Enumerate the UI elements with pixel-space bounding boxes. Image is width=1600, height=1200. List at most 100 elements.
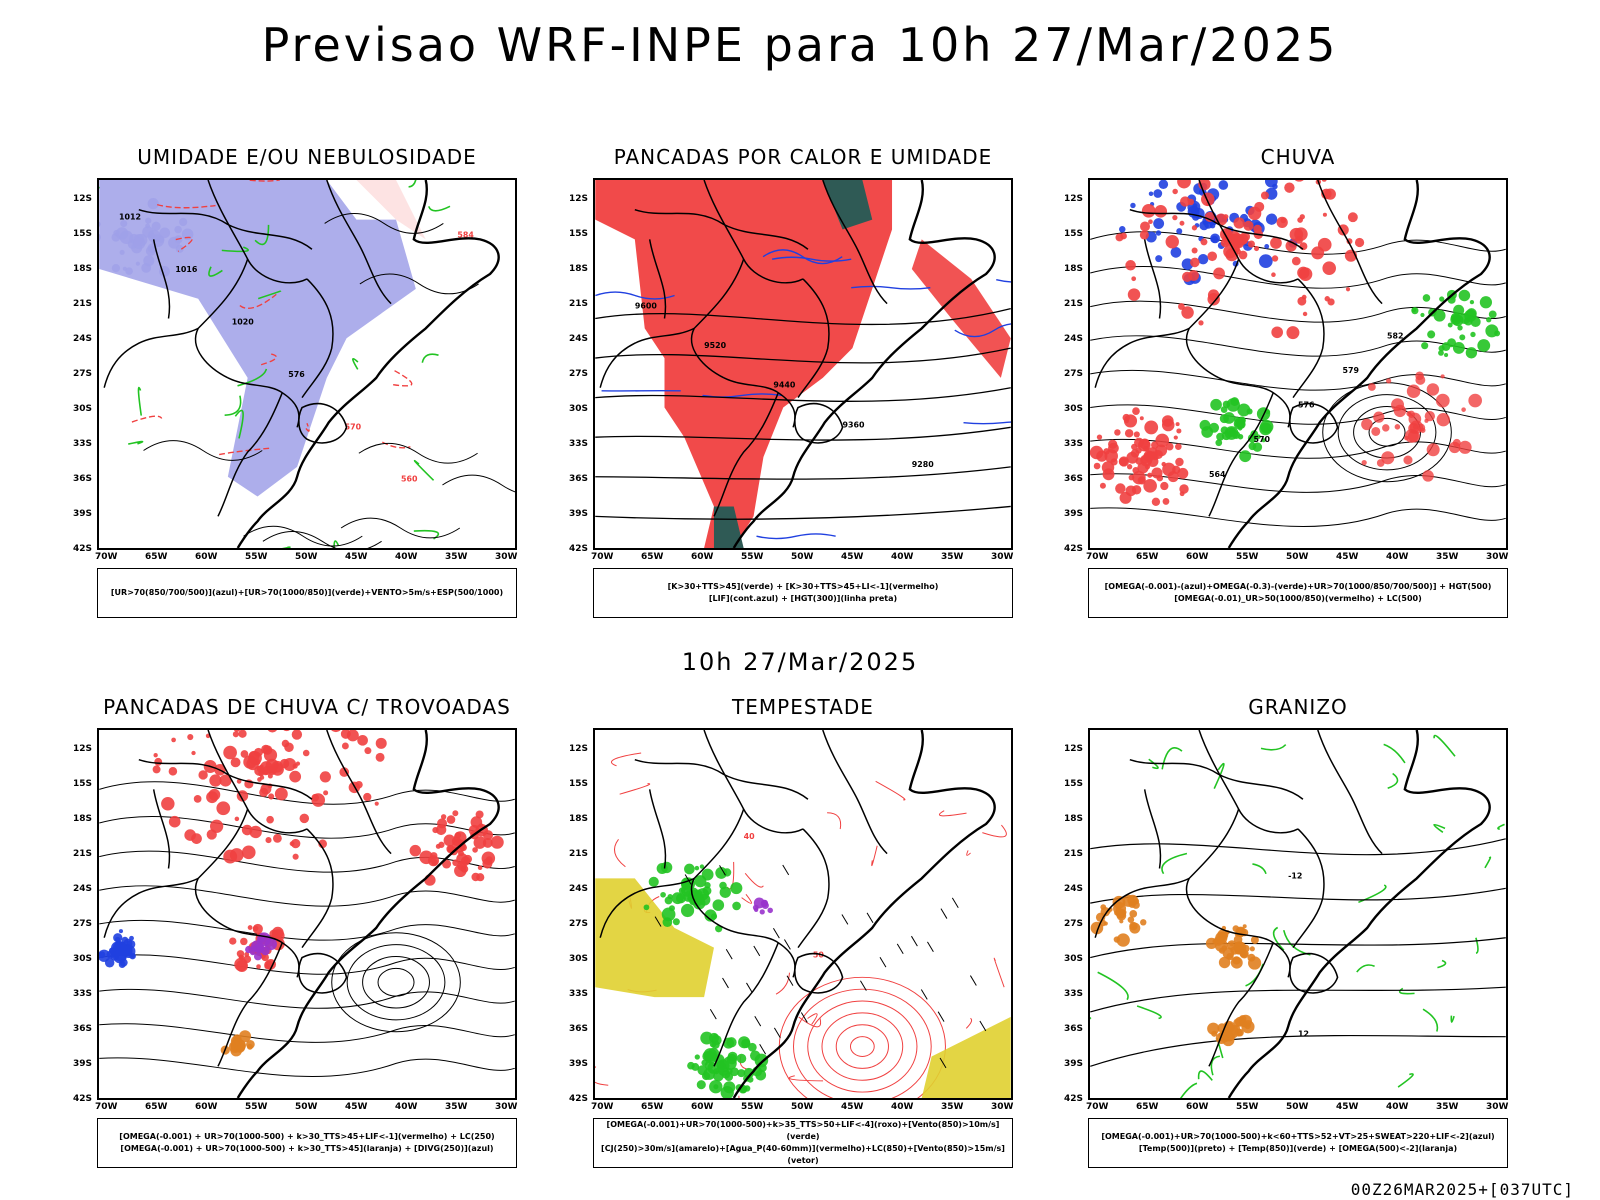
omega-blue-area — [1258, 254, 1273, 268]
lc850-contour — [939, 810, 967, 817]
omega500-orange-area — [1211, 1030, 1218, 1037]
omega-blue-area — [1218, 180, 1229, 190]
wind-green-area — [684, 863, 695, 875]
lon-tick-label: 50W — [1286, 1102, 1309, 1112]
omega-red-area — [1172, 188, 1178, 195]
lon-tick-label: 30W — [495, 552, 518, 562]
omega-blue-area — [1153, 218, 1165, 230]
lat-tick-label: 39S — [73, 509, 93, 519]
wind-green-area — [699, 864, 705, 869]
lat-tick-label: 30S — [569, 954, 589, 964]
border-line — [217, 942, 283, 1067]
storm-red-area — [374, 801, 379, 806]
omega-green-area — [1464, 309, 1477, 322]
border-line — [1198, 180, 1299, 284]
storm-red-area — [292, 853, 299, 860]
humidity-green-contour — [352, 357, 359, 370]
lat-tick-label: 39S — [1064, 509, 1084, 519]
lat-tick-label: 33S — [73, 989, 93, 999]
border-line — [1292, 278, 1325, 399]
omega-red-area — [1424, 410, 1436, 422]
lat-tick-label: 42S — [73, 1094, 93, 1104]
wind-green-area — [710, 913, 718, 920]
humidity-blob — [125, 267, 133, 275]
lc850-contour — [738, 1095, 740, 1098]
panel-legend: [OMEGA(-0.001)-(azul)+OMEGA(-0.3)-(verde… — [1088, 568, 1508, 618]
thickness-contour — [219, 447, 273, 456]
border-line — [599, 877, 695, 938]
storm-red-area — [458, 850, 464, 857]
omega-red-area — [1247, 240, 1255, 248]
omega-red-area — [1201, 192, 1215, 207]
lat-tick-label: 15S — [1064, 779, 1084, 789]
omega-red-area — [1289, 227, 1304, 242]
omega500-orange-area — [1133, 898, 1140, 905]
omega-red-area — [1361, 418, 1373, 431]
omega-red-area — [1191, 225, 1198, 231]
wind-vector — [759, 1044, 767, 1055]
temp850-contour — [1148, 758, 1159, 770]
border-line — [298, 402, 348, 444]
lif-contour — [963, 421, 1011, 425]
lon-tick-label: 35W — [445, 552, 468, 562]
omega-red-area — [1243, 220, 1254, 231]
lat-tick-label: 12S — [1064, 194, 1084, 204]
lc850-contour — [611, 752, 642, 767]
border-line — [1208, 392, 1274, 517]
storm-red-area — [453, 831, 467, 844]
storm-red-area — [331, 730, 341, 733]
pressure-contour — [243, 525, 363, 547]
storm-purple-area — [759, 909, 765, 915]
omega-red-area — [1124, 429, 1134, 438]
thickness-contour — [393, 369, 413, 387]
forecast-map — [97, 728, 517, 1100]
divergence-blue-area — [121, 936, 129, 944]
border-line — [634, 758, 809, 800]
lif-contour — [954, 323, 1011, 338]
lon-tick-label: 50W — [791, 1102, 814, 1112]
lon-tick-label: 40W — [395, 552, 418, 562]
hgt500-label: 582 — [1387, 331, 1404, 340]
omega-green-area — [1450, 312, 1461, 323]
omega-red-area — [1207, 292, 1220, 306]
jet-yellow-area — [595, 878, 714, 998]
lat-tick-label: 24S — [1064, 334, 1084, 344]
lat-tick-label: 24S — [73, 884, 93, 894]
omega-green-area — [1438, 345, 1445, 352]
pressure-label: 584 — [457, 230, 474, 239]
omega-green-area — [1261, 438, 1266, 443]
lon-tick-label: 50W — [1286, 552, 1309, 562]
omega-red-area — [1096, 434, 1103, 440]
lon-tick-label: 70W — [95, 1102, 118, 1112]
hgt300-label: 9520 — [704, 341, 727, 350]
lon-tick-label: 35W — [1436, 1102, 1459, 1112]
storm-red-area — [477, 865, 483, 871]
temp850-contour — [1090, 1016, 1092, 1020]
omega-red-area — [1271, 326, 1283, 339]
omega-red-area — [1302, 311, 1308, 317]
omega-red-area — [1422, 470, 1434, 482]
wind-vector — [841, 914, 849, 925]
pressure-contour — [262, 531, 382, 548]
storm-red-area — [267, 730, 277, 733]
storm-orange-area — [235, 1040, 246, 1051]
lat-tick-label: 27S — [73, 369, 93, 379]
omega-red-area — [1138, 477, 1144, 482]
omega-red-area — [1143, 479, 1157, 493]
map-canvas: 1012 1016 1020 576 570 560 584 — [99, 180, 515, 548]
omega-blue-area — [1265, 213, 1278, 225]
storm-red-area — [339, 767, 350, 777]
divergence-blue-area — [129, 935, 134, 941]
lon-tick-label: 50W — [295, 552, 318, 562]
temp-label: -12 — [1288, 871, 1302, 880]
border-line — [1289, 402, 1339, 444]
hgt300-label: 9360 — [843, 420, 866, 429]
lat-tick-label: 42S — [569, 544, 589, 554]
omega-green-area — [1427, 330, 1436, 339]
hgt300-label: 9600 — [635, 302, 658, 311]
map-canvas — [99, 730, 515, 1098]
thickness-contour — [131, 415, 163, 423]
lc850-contour — [871, 845, 878, 867]
border-line — [301, 278, 334, 399]
legend-line: [OMEGA(-0.001)-(azul)+OMEGA(-0.3)-(verde… — [1104, 582, 1492, 591]
